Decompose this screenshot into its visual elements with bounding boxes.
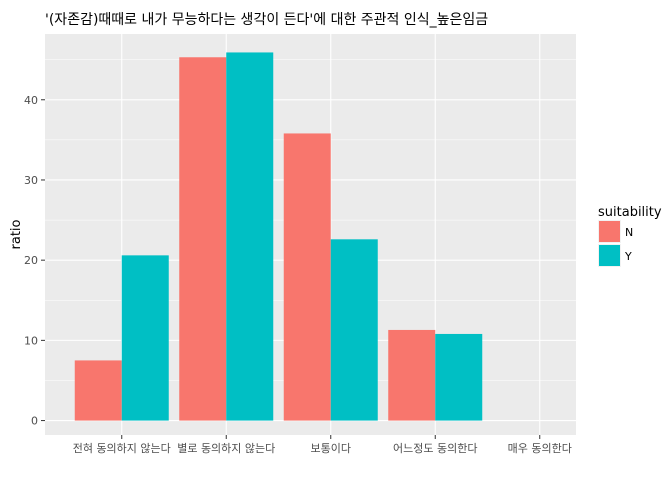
- legend-key-n: [599, 221, 620, 242]
- y-tick-label: 10: [24, 334, 38, 347]
- bar-y-0: [121, 255, 169, 421]
- legend-key-y: [599, 245, 620, 266]
- x-tick-label: 매우 동의한다: [508, 442, 572, 455]
- bars: [74, 52, 483, 421]
- bar-n-3: [388, 329, 436, 421]
- x-tick-label: 별로 동의하지 않는다: [177, 441, 275, 455]
- chart-title: '(자존감)때때로 내가 무능하다는 생각이 든다'에 대한 주관적 인식_높은…: [45, 12, 488, 28]
- bar-y-3: [435, 333, 483, 421]
- bar-y-1: [226, 52, 274, 421]
- x-tick-label: 보통이다: [311, 442, 351, 455]
- x-tick-label: 전혀 동의하지 않는다: [73, 441, 171, 455]
- legend-label-n: N: [625, 226, 633, 239]
- legend: suitability NY: [598, 205, 662, 267]
- y-axis: 0 10 20 30 40: [24, 94, 45, 428]
- legend-label-y: Y: [624, 250, 632, 263]
- y-tick-label: 0: [31, 415, 38, 428]
- bar-n-0: [74, 360, 122, 421]
- y-tick-label: 20: [24, 254, 38, 267]
- bar-y-2: [330, 239, 378, 421]
- bar-n-1: [179, 57, 227, 421]
- y-tick-label: 40: [24, 94, 38, 107]
- legend-title: suitability: [598, 205, 662, 220]
- y-axis-title: ratio: [9, 219, 24, 249]
- x-axis: 전혀 동의하지 않는다 별로 동의하지 않는다 보통이다 어느정도 동의한다 매우 동의…: [73, 435, 572, 455]
- y-tick-label: 30: [24, 174, 38, 187]
- x-tick-label: 어느정도 동의한다: [393, 442, 477, 455]
- bar-n-2: [283, 133, 331, 421]
